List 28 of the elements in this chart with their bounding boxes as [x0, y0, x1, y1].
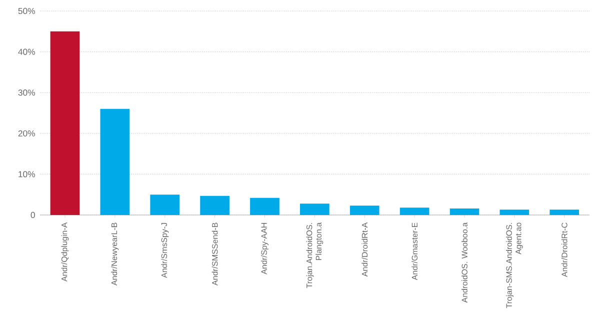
bar [100, 108, 130, 215]
bar [200, 196, 230, 215]
bar [250, 198, 280, 215]
x-tick-label: AndroidOS. Wooboo.a [462, 222, 468, 303]
bar [300, 204, 330, 215]
bar [50, 31, 80, 215]
bar [400, 208, 430, 215]
x-tick-label: Andr/Qdplugin-A [61, 222, 69, 282]
x-tick-label: Andr/DroidRt-C [561, 222, 568, 278]
bar [550, 210, 580, 215]
x-tick-label: Trojan-SMS.AndroidOS. Agent.ao [506, 222, 523, 308]
y-tick-label: 40% [18, 48, 35, 55]
x-tick-label: Andr/Gmaster-E [412, 222, 418, 280]
bar [450, 208, 480, 215]
x-tick-label: Andr/SmsSpy-J [161, 222, 169, 278]
y-tick-label: 20% [18, 130, 35, 136]
y-tick-label: 30% [18, 90, 35, 96]
y-tick-label: 10% [18, 171, 35, 178]
y-tick-label: 0 [30, 212, 35, 218]
x-tick-label: Andr/Spy-AAH [260, 223, 268, 274]
x-tick-label: Andr/NewyearL-B [111, 222, 119, 286]
x-tick-label: Andr/DroidRt-A [362, 222, 368, 277]
x-tick-label: Andr/SMSSend-B [212, 222, 218, 286]
x-tick-label: Trojan.AndroidOS. Plangton.a [306, 222, 324, 288]
bar [350, 206, 380, 215]
bar [150, 194, 180, 215]
bar [500, 210, 530, 215]
y-tick-label: 50% [18, 8, 35, 14]
